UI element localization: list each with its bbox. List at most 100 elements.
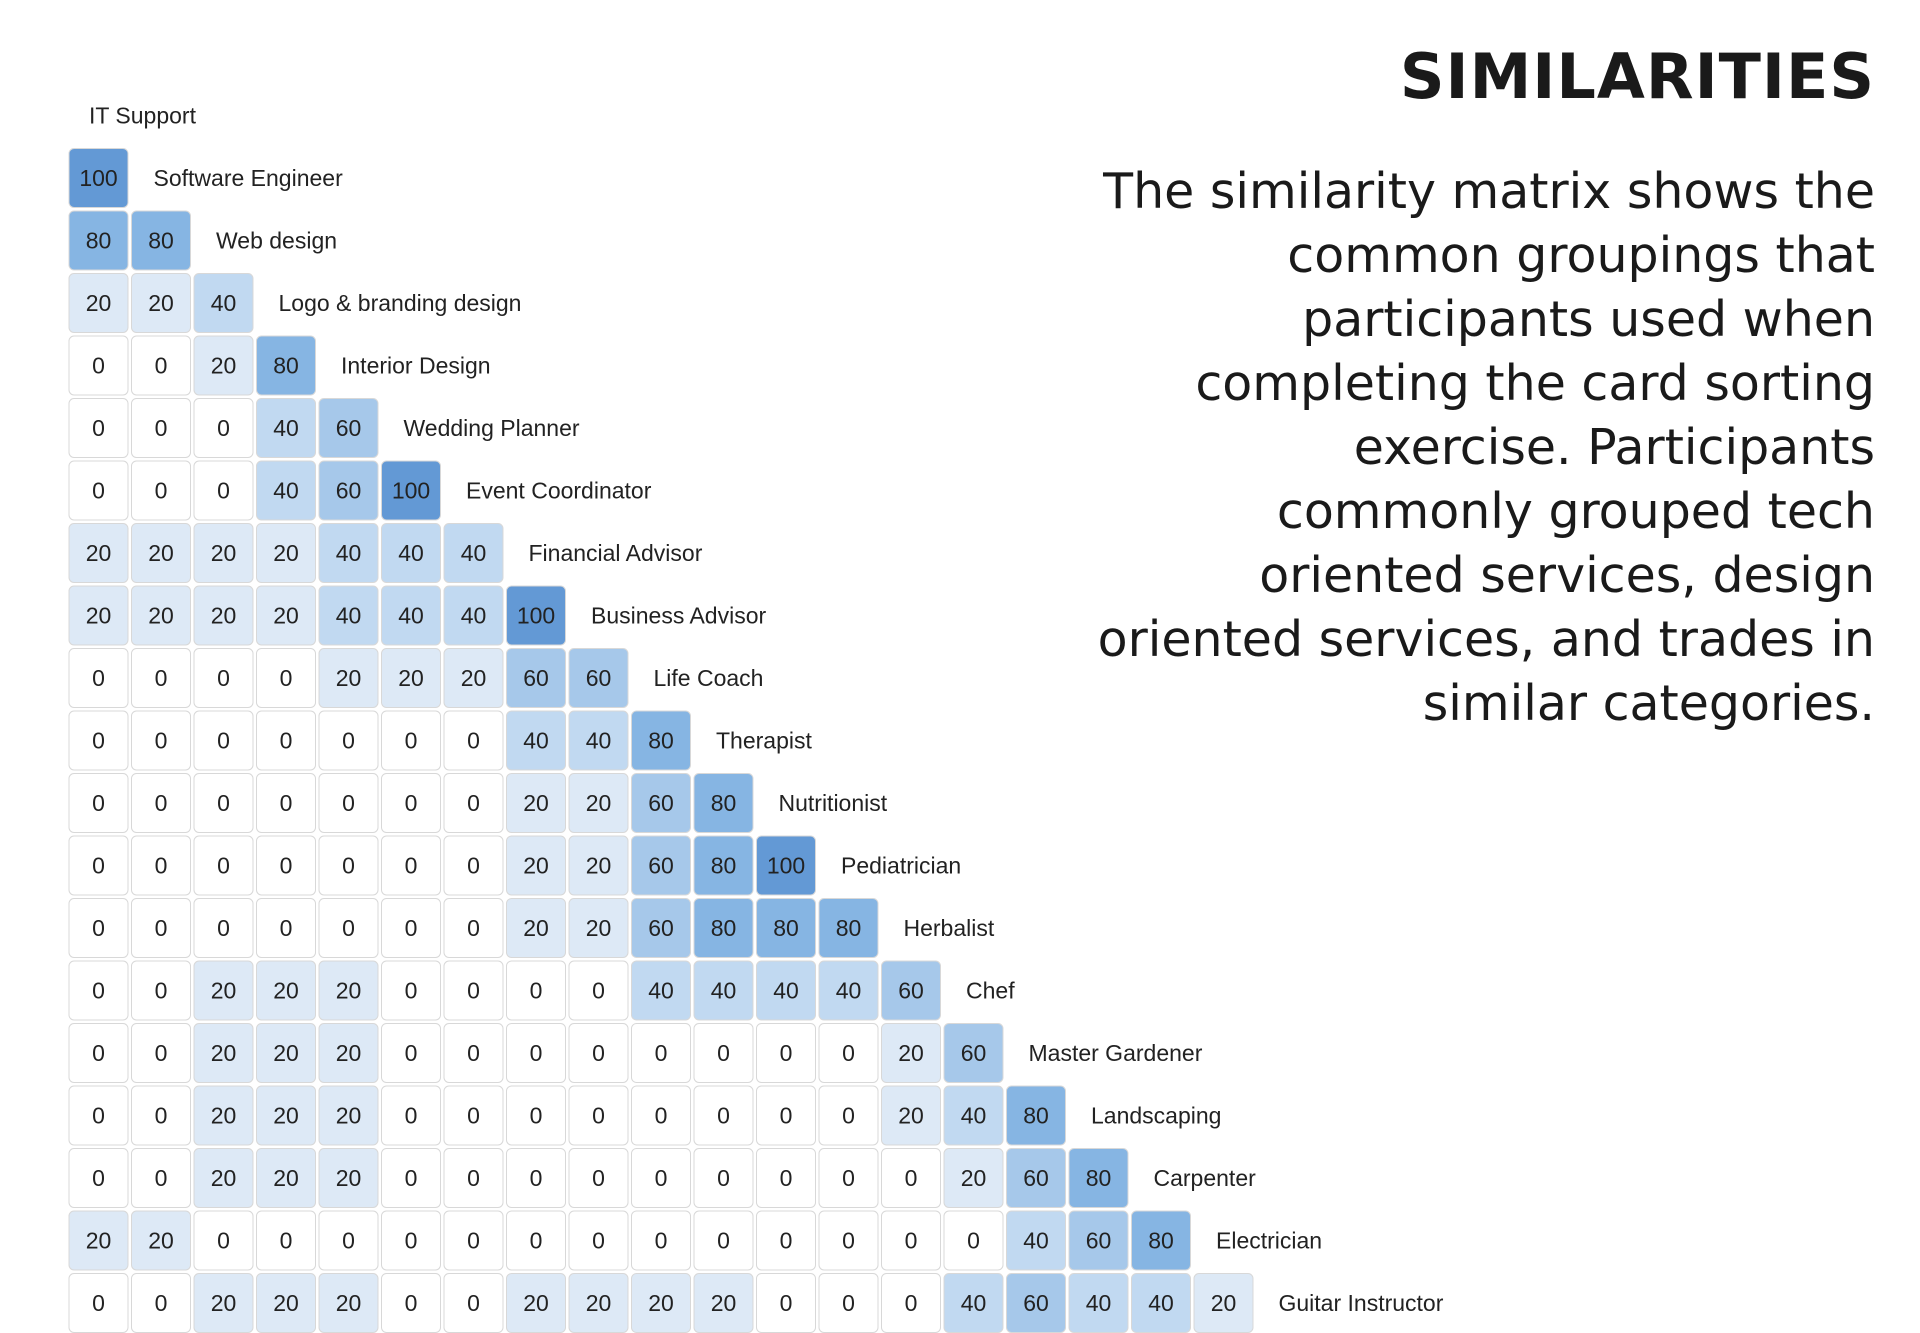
cell-value: 0 bbox=[780, 1228, 793, 1254]
cell-value: 20 bbox=[336, 1103, 362, 1129]
matrix-cell bbox=[68, 585, 129, 646]
matrix-cell bbox=[256, 398, 316, 458]
matrix-cell bbox=[881, 1023, 941, 1083]
page-title: SIMILARITIES bbox=[1399, 40, 1875, 113]
cell-value: 0 bbox=[467, 1290, 480, 1316]
cell-value: 0 bbox=[405, 853, 418, 879]
cell-value: 0 bbox=[592, 978, 605, 1004]
cell-value: 60 bbox=[1023, 1165, 1049, 1191]
cell-value: 0 bbox=[92, 915, 105, 941]
cell-value: 0 bbox=[92, 353, 105, 379]
cell-value: 0 bbox=[92, 665, 105, 691]
matrix-cell bbox=[193, 335, 254, 396]
matrix-cell bbox=[131, 273, 191, 333]
cell-value: 20 bbox=[211, 1290, 237, 1316]
cell-value: 0 bbox=[467, 1165, 480, 1191]
cell-value: 20 bbox=[148, 603, 174, 629]
matrix-cell bbox=[193, 523, 254, 583]
cell-value: 80 bbox=[273, 353, 299, 379]
cell-value: 0 bbox=[717, 1040, 730, 1066]
matrix-cell bbox=[68, 148, 129, 208]
cell-value: 0 bbox=[280, 1228, 293, 1254]
matrix-cell bbox=[568, 773, 629, 833]
cell-value: 0 bbox=[155, 915, 168, 941]
cell-value: 80 bbox=[836, 915, 862, 941]
cell-value: 80 bbox=[648, 728, 674, 754]
cell-value: 0 bbox=[467, 1228, 480, 1254]
cell-value: 20 bbox=[211, 1103, 237, 1129]
matrix-cell bbox=[568, 710, 629, 771]
cell-value: 0 bbox=[655, 1165, 668, 1191]
cell-value: 0 bbox=[155, 478, 168, 504]
row-label: Therapist bbox=[716, 728, 812, 754]
matrix-cell bbox=[693, 773, 754, 833]
cell-value: 0 bbox=[280, 790, 293, 816]
cell-value: 0 bbox=[842, 1040, 855, 1066]
matrix-cell bbox=[318, 960, 379, 1021]
cell-value: 0 bbox=[530, 978, 543, 1004]
row-label: Wedding Planner bbox=[404, 415, 580, 441]
row-label: Web design bbox=[216, 228, 337, 254]
matrix-cell bbox=[693, 1210, 754, 1271]
cell-value: 60 bbox=[336, 478, 362, 504]
cell-value: 0 bbox=[842, 1165, 855, 1191]
cell-value: 0 bbox=[217, 415, 230, 441]
cell-value: 20 bbox=[86, 540, 112, 566]
matrix-cell bbox=[818, 1085, 879, 1146]
row-label: Guitar Instructor bbox=[1279, 1290, 1444, 1316]
matrix-cell bbox=[256, 523, 316, 583]
row-label: Software Engineer bbox=[154, 165, 344, 191]
cell-value: 20 bbox=[211, 978, 237, 1004]
cell-value: 20 bbox=[586, 1290, 612, 1316]
cell-value: 20 bbox=[148, 540, 174, 566]
cell-value: 0 bbox=[655, 1103, 668, 1129]
matrix-cell bbox=[318, 1148, 379, 1208]
cell-value: 0 bbox=[155, 728, 168, 754]
matrix-cell bbox=[756, 835, 816, 896]
cell-value: 0 bbox=[92, 978, 105, 1004]
matrix-cell bbox=[381, 1210, 441, 1271]
cell-value: 40 bbox=[1023, 1228, 1049, 1254]
matrix-cell bbox=[881, 960, 941, 1021]
row-label: IT Support bbox=[89, 103, 197, 129]
cell-value: 0 bbox=[92, 1103, 105, 1129]
matrix-cell bbox=[506, 1210, 566, 1271]
cell-value: 0 bbox=[405, 1165, 418, 1191]
matrix-cell bbox=[318, 585, 379, 646]
cell-value: 80 bbox=[711, 853, 737, 879]
matrix-cell bbox=[193, 1148, 254, 1208]
matrix-cell bbox=[256, 1210, 316, 1271]
cell-value: 100 bbox=[767, 853, 805, 879]
matrix-cell bbox=[318, 835, 379, 896]
cell-value: 0 bbox=[342, 790, 355, 816]
cell-value: 0 bbox=[780, 1040, 793, 1066]
matrix-cell bbox=[193, 648, 254, 708]
cell-value: 60 bbox=[1086, 1228, 1112, 1254]
matrix-cell bbox=[131, 460, 191, 521]
cell-value: 40 bbox=[586, 728, 612, 754]
cell-value: 0 bbox=[155, 665, 168, 691]
cell-value: 0 bbox=[405, 790, 418, 816]
matrix-cell bbox=[506, 1023, 566, 1083]
matrix-cell bbox=[506, 585, 566, 646]
cell-value: 20 bbox=[273, 1290, 299, 1316]
matrix-cell bbox=[631, 710, 691, 771]
cell-value: 0 bbox=[92, 728, 105, 754]
cell-value: 0 bbox=[842, 1290, 855, 1316]
cell-value: 100 bbox=[392, 478, 430, 504]
row-label: Financial Advisor bbox=[529, 540, 703, 566]
cell-value: 0 bbox=[155, 1290, 168, 1316]
cell-value: 20 bbox=[523, 915, 549, 941]
cell-value: 20 bbox=[336, 1040, 362, 1066]
matrix-cell bbox=[631, 898, 691, 958]
matrix-cell bbox=[756, 1148, 816, 1208]
cell-value: 40 bbox=[648, 978, 674, 1004]
matrix-cell bbox=[756, 1023, 816, 1083]
matrix-cell bbox=[131, 773, 191, 833]
matrix-cell bbox=[318, 773, 379, 833]
cell-value: 0 bbox=[155, 978, 168, 1004]
matrix-cell bbox=[193, 1023, 254, 1083]
cell-value: 20 bbox=[86, 1228, 112, 1254]
cell-value: 0 bbox=[155, 415, 168, 441]
cell-value: 40 bbox=[398, 603, 424, 629]
